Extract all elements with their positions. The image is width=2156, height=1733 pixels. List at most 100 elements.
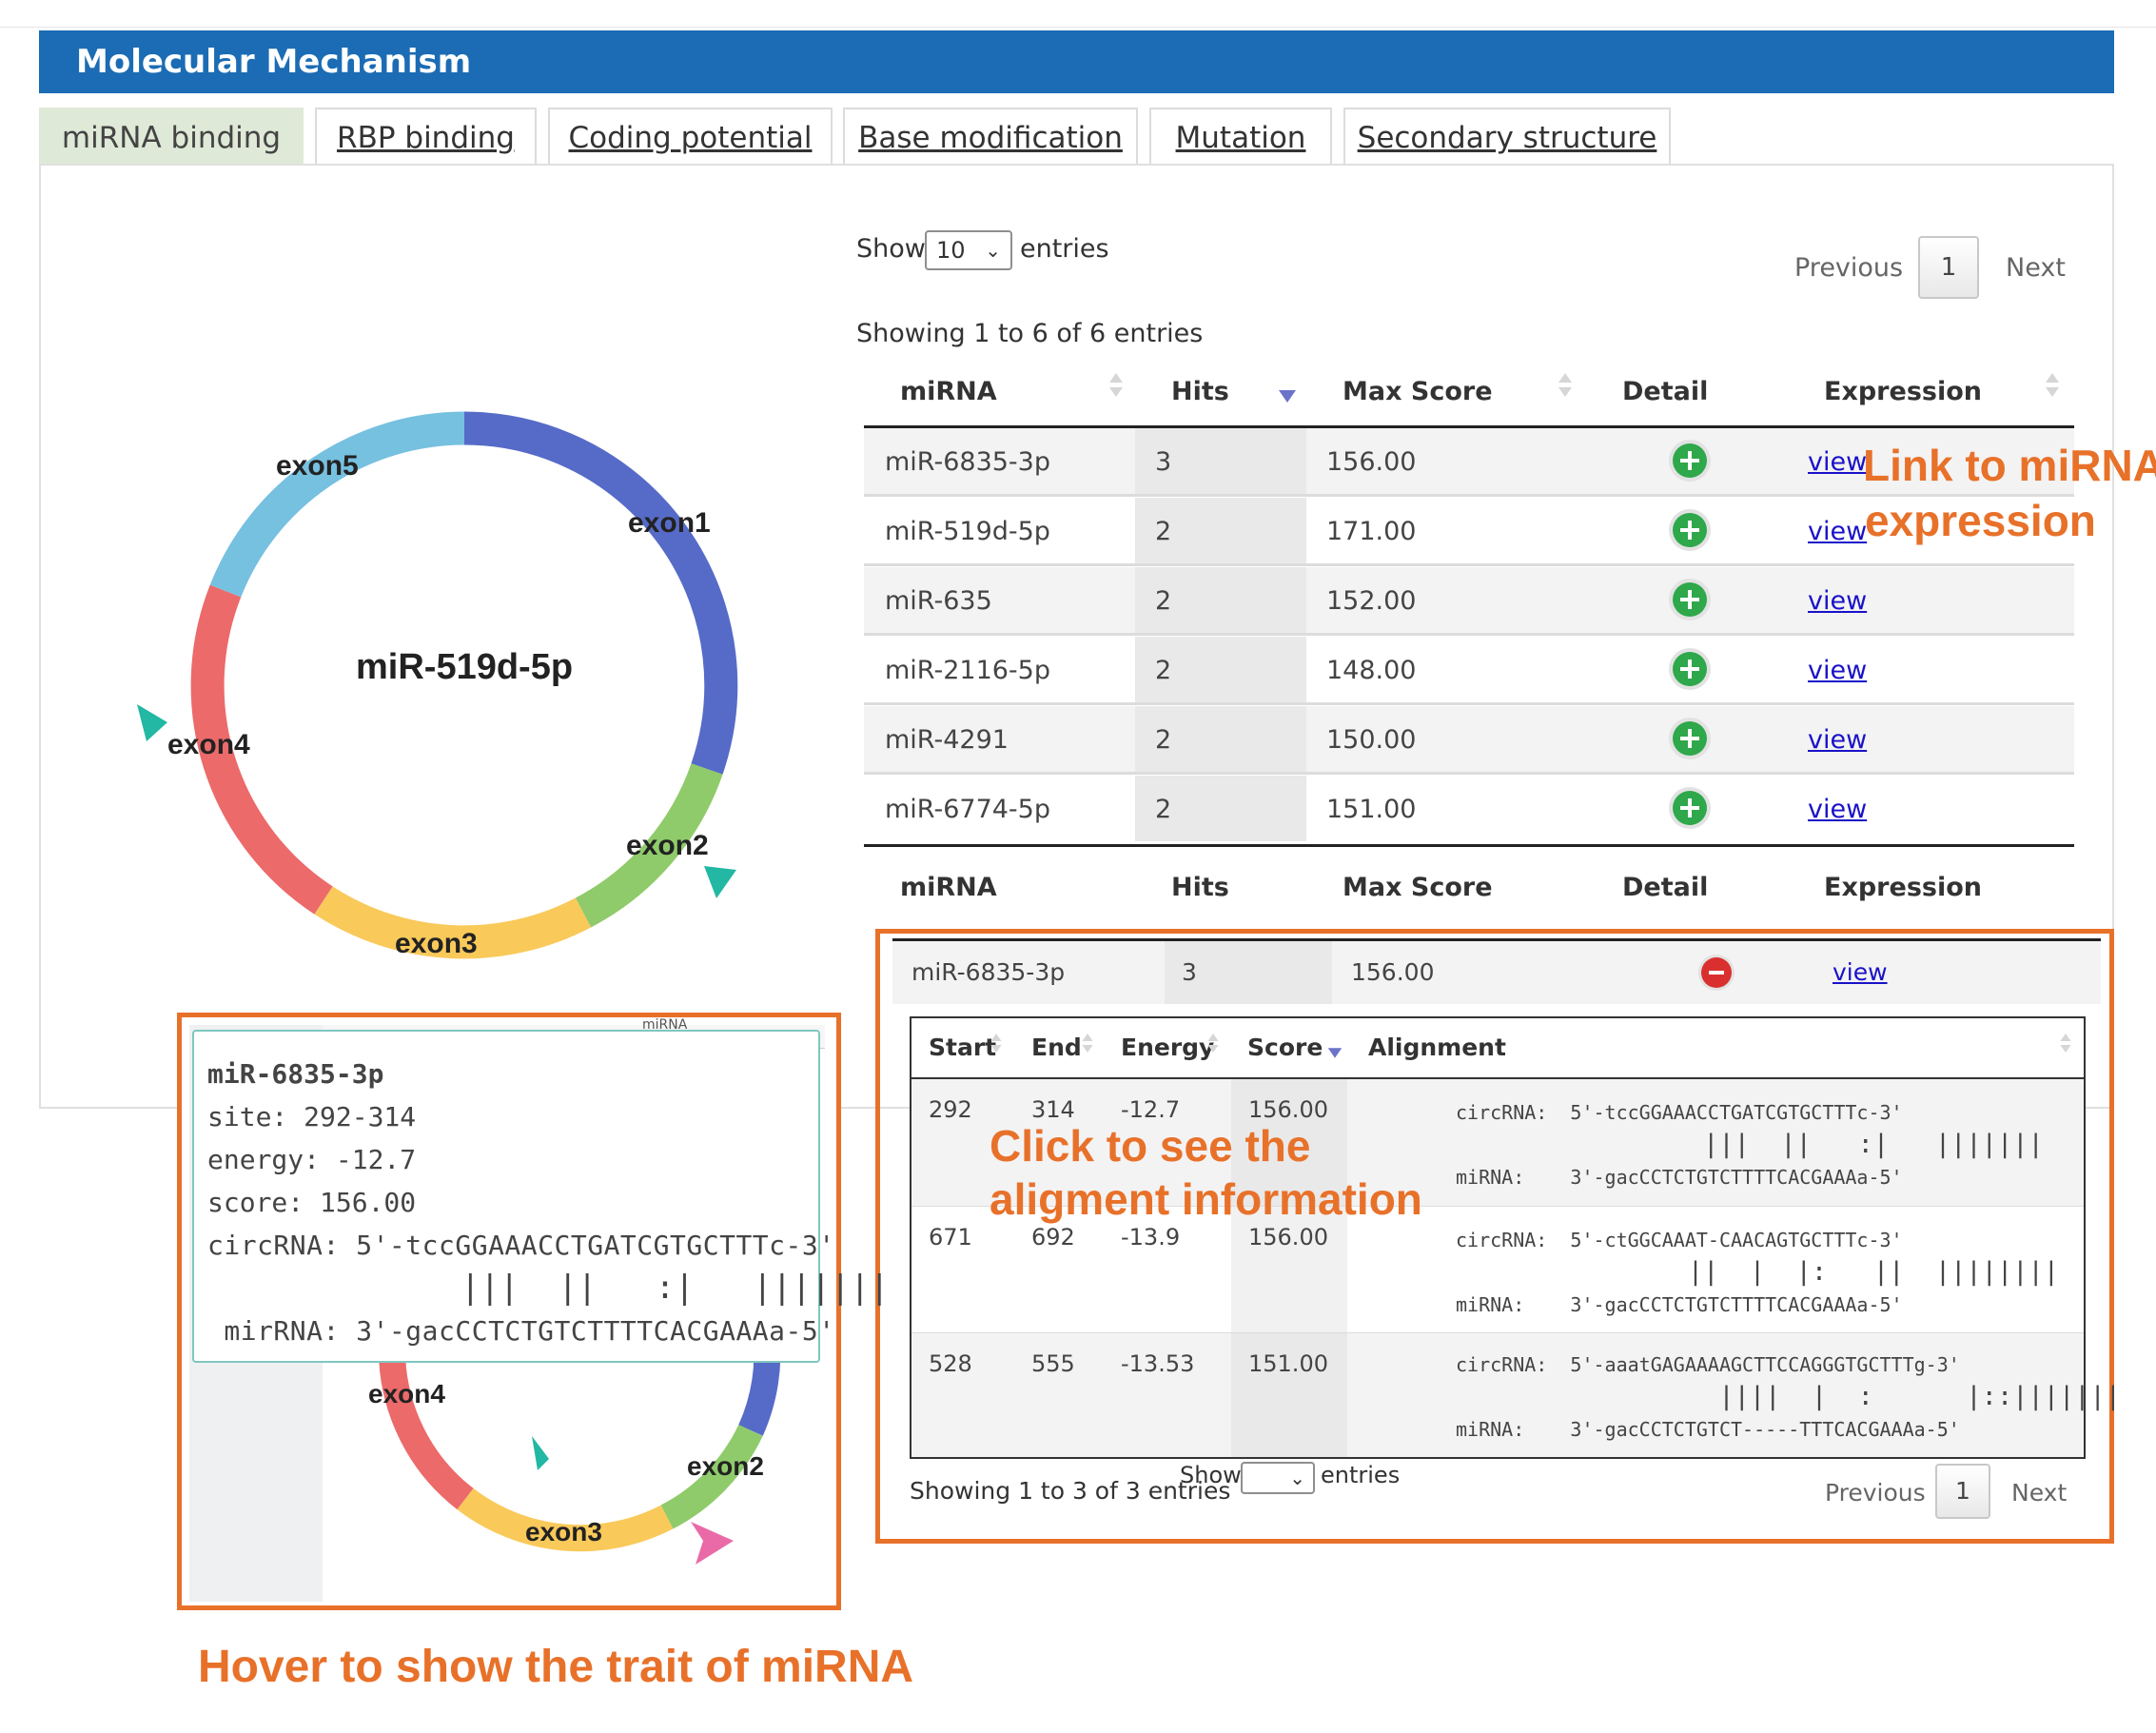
page-size-select[interactable]: 10 ⌄ (925, 230, 1012, 270)
score-column-shade (1231, 1079, 1347, 1206)
section-header (39, 30, 2114, 93)
exon5-segment (209, 411, 465, 598)
page-1-button[interactable]: 1 (1935, 1464, 1990, 1519)
alignment-row: 671 692 -13.9 156.00 circRNA: 5'-ctGGCAA… (911, 1207, 2084, 1333)
energy-value: -13.9 (1121, 1224, 1181, 1251)
max-score-value: 150.00 (1326, 725, 1417, 755)
table-row[interactable]: miR-635 2 152.00 view (864, 567, 2074, 636)
score-column-shade (1231, 1207, 1347, 1332)
entries-label: entries (1020, 234, 1109, 264)
view-expression-link[interactable]: view (1833, 958, 1888, 986)
exon1-segment (463, 411, 738, 775)
alignment-table (910, 1016, 2086, 1459)
view-expression-link[interactable]: view (1808, 795, 1868, 824)
table-info: Showing 1 to 6 of 6 entries (856, 319, 1204, 348)
column-header-hits[interactable]: Hits (1171, 377, 1229, 406)
alignment-line: |||| | : |::||||||| (1456, 1382, 2121, 1411)
column-header-max-score[interactable]: Max Score (1343, 377, 1493, 406)
circrna-exon-ring[interactable] (124, 390, 771, 980)
alignment-line: circRNA: 5'-tccGGAAACCTGATCGTGCTTTc-3' (1456, 1101, 1903, 1124)
alignment-line: miRNA: 3'-gacCCTCTGTCTTTTCACGAAAa-5' (1456, 1166, 1903, 1189)
tab-coding-potential[interactable]: Coding potential (548, 108, 833, 166)
annotation-hover: Hover to show the trait of miRNA (198, 1642, 914, 1692)
score-value: 156.00 (1248, 1224, 1328, 1251)
hits-value: 2 (1155, 795, 1172, 824)
table-row[interactable]: miR-6774-5p 2 151.00 view (864, 776, 2074, 847)
alignment-line: ||| || :| ||||||| (1456, 1130, 2044, 1159)
page-size-select[interactable]: ⌄ (1241, 1462, 1315, 1494)
table-header-rule (864, 425, 2074, 428)
next-button[interactable]: Next (2011, 1479, 2068, 1507)
max-score-value: 151.00 (1326, 795, 1417, 824)
page-1-button[interactable]: 1 (1918, 236, 1979, 299)
mirna-name: miR-6774-5p (885, 795, 1050, 824)
view-expression-link[interactable]: view (1808, 586, 1868, 616)
show-label: Show (856, 234, 926, 264)
alignment-row: 292 314 -12.7 156.00 circRNA: 5'-tccGGAA… (911, 1079, 2084, 1207)
column-header-start[interactable]: Start (929, 1034, 997, 1061)
chevron-down-icon: ⌄ (1289, 1467, 1305, 1489)
alignment-text: circRNA: 5'-ctGGCAAAT-CAACAGTGCTTTc-3' |… (1456, 1224, 2059, 1321)
previous-button[interactable]: Previous (1825, 1479, 1926, 1507)
view-expression-link[interactable]: view (1808, 517, 1868, 546)
alignment-text: circRNA: 5'-tccGGAAACCTGATCGTGCTTTc-3' |… (1456, 1096, 2044, 1193)
hits-value: 2 (1155, 517, 1172, 546)
tab-mirna-binding[interactable]: miRNA binding (39, 108, 304, 166)
expand-detail-icon[interactable] (1673, 443, 1707, 478)
alignment-row: 528 555 -13.53 151.00 circRNA: 5'-aaatGA… (911, 1333, 2121, 1457)
table-row[interactable]: miR-4291 2 150.00 view (864, 706, 2074, 775)
table-row[interactable]: miR-6835-3p 3 156.00 view (864, 428, 2074, 497)
view-expression-link[interactable]: view (1808, 725, 1868, 755)
tooltip-pairing: ||| || :| ||||||| (207, 1269, 890, 1307)
mirna-name: miR-635 (885, 586, 992, 616)
hits-column-shade (1135, 706, 1306, 772)
tooltip-score: score: 156.00 (207, 1187, 417, 1218)
table-row[interactable]: miR-519d-5p 2 171.00 view (864, 498, 2074, 566)
tab-secondary-structure[interactable]: Secondary structure (1343, 108, 1671, 166)
table-row[interactable]: miR-2116-5p 2 148.00 view (864, 637, 2074, 705)
tab-rbp-binding[interactable]: RBP binding (315, 108, 537, 166)
section-title: Molecular Mechanism (76, 43, 472, 81)
expand-detail-icon[interactable] (1673, 513, 1707, 547)
view-expression-link[interactable]: view (1808, 447, 1868, 477)
collapse-detail-icon[interactable] (1701, 957, 1732, 988)
footer-header-expression: Expression (1824, 873, 1982, 902)
hits-value: 2 (1155, 586, 1172, 616)
tab-base-modification[interactable]: Base modification (843, 108, 1138, 166)
hover-target-marker (691, 1522, 734, 1565)
annotation-line: Click to see the (990, 1121, 1311, 1171)
column-header-energy[interactable]: Energy (1121, 1034, 1215, 1061)
expand-detail-icon[interactable] (1673, 791, 1707, 825)
next-button[interactable]: Next (2006, 253, 2066, 283)
exon2-segment (575, 763, 723, 928)
max-score-value: 152.00 (1326, 586, 1417, 616)
expand-detail-icon[interactable] (1673, 721, 1707, 756)
expanded-row[interactable]: miR-6835-3p 3 156.00 view (892, 938, 2101, 1004)
circle-center-label: miR-519d-5p (356, 647, 574, 687)
expand-detail-icon[interactable] (1673, 582, 1707, 617)
hits-column-shade (1135, 498, 1306, 563)
sort-descending-icon[interactable] (1327, 1048, 1343, 1058)
exon-label: exon4 (368, 1379, 445, 1408)
view-expression-link[interactable]: view (1808, 656, 1868, 685)
hits-value: 3 (1182, 958, 1197, 986)
exon3-segment (314, 886, 592, 959)
mirna-name: miR-6835-3p (911, 958, 1066, 986)
column-header-score[interactable]: Score (1247, 1034, 1323, 1061)
score-value: 156.00 (1248, 1096, 1328, 1123)
sort-descending-icon[interactable] (1279, 390, 1296, 403)
column-header-end[interactable]: End (1031, 1034, 1082, 1061)
expand-detail-icon[interactable] (1673, 652, 1707, 686)
annotation-click-alignment: Click to see the aligment information (990, 1119, 1422, 1226)
hits-value: 2 (1155, 656, 1172, 685)
hits-column-shade (1135, 776, 1306, 841)
column-header-alignment[interactable]: Alignment (1368, 1034, 1506, 1061)
column-header-expression[interactable]: Expression (1824, 377, 1982, 406)
column-header-mirna[interactable]: miRNA (900, 377, 997, 406)
hits-column-shade (1135, 637, 1306, 702)
tab-mutation[interactable]: Mutation (1149, 108, 1332, 166)
start-value: 528 (929, 1350, 972, 1377)
previous-button[interactable]: Previous (1794, 253, 1904, 283)
exon-label: exon4 (167, 729, 250, 760)
start-value: 671 (929, 1224, 972, 1251)
